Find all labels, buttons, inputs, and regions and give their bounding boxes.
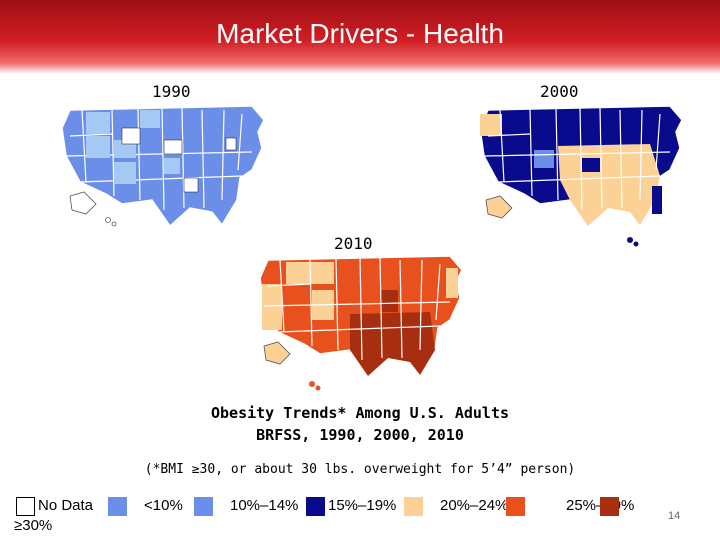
legend-swatch-20-24: [404, 497, 423, 516]
page-number: 14: [668, 510, 681, 522]
us-map-2000: [479, 105, 683, 247]
legend-swatch-no-data: [16, 497, 35, 516]
legend-label-under-10: <10%: [144, 497, 183, 514]
legend-label-30-plus: ≥30%: [14, 517, 53, 534]
us-map-2010: [259, 255, 463, 391]
legend-swatch-under-10: [108, 497, 127, 516]
slide-header: [0, 0, 720, 74]
legend-label-20-24: 20%–24%: [440, 497, 509, 514]
map-year-2010: 2010: [334, 234, 373, 253]
map-year-2000: 2000: [540, 82, 579, 101]
caption-line-1: Obesity Trends* Among U.S. Adults: [210, 404, 509, 422]
legend-swatch-25-29: [506, 497, 525, 516]
map-year-1990: 1990: [152, 82, 191, 101]
slide-title: Market Drivers - Health: [216, 18, 504, 49]
legend-swatch-10-14: [194, 497, 213, 516]
legend-label-10-14: 10%–14%: [230, 497, 299, 514]
legend-swatch-15-19: [306, 497, 325, 516]
caption-note: (*BMI ≥30, or about 30 lbs. overweight f…: [144, 462, 576, 477]
legend-label-no-data: No Data: [38, 497, 94, 514]
us-map-1990: [61, 105, 265, 228]
legend-swatch-30-plus: [600, 497, 619, 516]
legend-label-15-19: 15%–19%: [328, 497, 397, 514]
caption-line-2: BRFSS, 1990, 2000, 2010: [256, 426, 464, 444]
legend: No Data <10% 10%–14% 15%–19% 20%–24% 25%…: [10, 495, 670, 521]
